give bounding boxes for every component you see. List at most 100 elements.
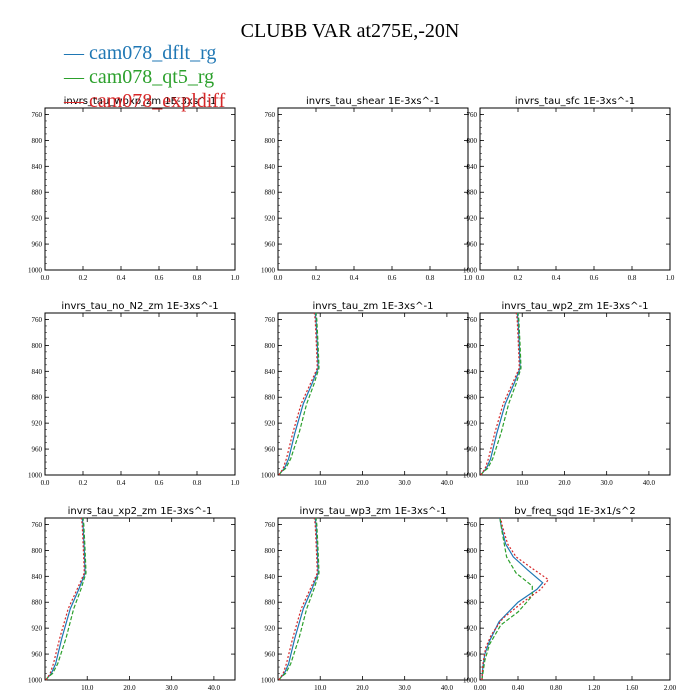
plot-title: invrs_tau_shear 1E-3xs^-1 xyxy=(306,96,440,107)
plot-invrs-tau-shear: invrs_tau_shear 1E-3xs^-1 760 800 840 880 920… xyxy=(261,96,473,282)
x-tick-label: 0.6 xyxy=(590,274,599,282)
y-tick-label: 840 xyxy=(265,368,276,376)
y-tick-label: 840 xyxy=(467,573,478,581)
series-line-cam078-expldiff xyxy=(481,517,550,681)
legend-entry: — cam078_qt5_rg xyxy=(64,66,214,89)
y-tick-label: 760 xyxy=(467,521,478,529)
x-tick-label: 20.0 xyxy=(123,684,136,692)
legend-entry: — cam078_expldiff xyxy=(64,90,225,113)
y-tick-label: 1000 xyxy=(28,677,43,685)
x-tick-label: 2.00 xyxy=(664,684,677,692)
x-tick-label: 1.0 xyxy=(231,274,240,282)
y-tick-label: 840 xyxy=(32,163,43,171)
x-tick-label: 10.0 xyxy=(81,684,94,692)
y-tick-label: 800 xyxy=(265,342,276,350)
y-tick-label: 880 xyxy=(265,189,276,197)
y-tick-label: 880 xyxy=(32,394,43,402)
y-tick-label: 800 xyxy=(32,547,43,555)
plot-frame xyxy=(479,517,671,681)
y-tick-label: 760 xyxy=(32,316,43,324)
x-tick-label: 20.0 xyxy=(356,684,369,692)
series-line-cam078-qt5-rg xyxy=(480,312,522,476)
y-tick-label: 960 xyxy=(32,446,43,454)
y-tick-label: 920 xyxy=(32,215,43,223)
x-tick-label: 0.0 xyxy=(41,479,50,487)
x-tick-label: 0.4 xyxy=(552,274,561,282)
y-tick-label: 920 xyxy=(265,215,276,223)
y-tick-label: 840 xyxy=(265,573,276,581)
x-tick-label: 30.0 xyxy=(399,479,412,487)
legend-label: cam078_dflt_rg xyxy=(89,42,217,64)
x-tick-label: 10.0 xyxy=(314,479,327,487)
plot-title: invrs_tau_wpxp_zm 1E-3xs^-1 xyxy=(64,96,217,107)
x-tick-label: 1.0 xyxy=(231,479,240,487)
y-tick-label: 1000 xyxy=(463,267,478,275)
series-line-cam078-dflt-rg xyxy=(481,517,544,681)
y-tick-label: 880 xyxy=(32,189,43,197)
plot-frame xyxy=(479,107,671,271)
plot-title: invrs_tau_zm 1E-3xs^-1 xyxy=(312,301,433,312)
x-tick-label: 1.0 xyxy=(464,274,473,282)
plot-invrs-tau-no-N2-zm: invrs_tau_no_N2_zm 1E-3xs^-1 760 800 840 880… xyxy=(28,301,240,487)
x-tick-label: 0.6 xyxy=(388,274,397,282)
plot-invrs-tau-xp2-zm: invrs_tau_xp2_zm 1E-3xs^-1 760 800 840 880 92… xyxy=(28,506,236,692)
y-tick-label: 960 xyxy=(467,241,478,249)
x-tick-label: 30.0 xyxy=(166,684,179,692)
y-tick-label: 800 xyxy=(265,137,276,145)
x-tick-label: 0.6 xyxy=(155,274,164,282)
series-line-cam078-qt5-rg xyxy=(278,517,320,681)
y-tick-label: 760 xyxy=(467,316,478,324)
y-tick-label: 880 xyxy=(467,394,478,402)
x-tick-label: 0.0 xyxy=(41,274,50,282)
series-line-cam078-dflt-rg xyxy=(480,312,521,476)
plot-frame xyxy=(277,107,469,271)
x-tick-label: 0.4 xyxy=(117,479,126,487)
series-line-cam078-expldiff xyxy=(45,517,85,681)
y-tick-label: 880 xyxy=(467,189,478,197)
plot-title: invrs_tau_sfc 1E-3xs^-1 xyxy=(515,96,635,107)
y-tick-label: 840 xyxy=(467,163,478,171)
y-tick-label: 1000 xyxy=(28,472,43,480)
plot-invrs-tau-zm: invrs_tau_zm 1E-3xs^-1 760 800 840 880 920 960… xyxy=(261,301,469,487)
series-line-cam078-expldiff xyxy=(480,312,520,476)
y-tick-label: 960 xyxy=(467,446,478,454)
x-tick-label: 0.6 xyxy=(155,479,164,487)
y-tick-label: 960 xyxy=(32,651,43,659)
plot-title: invrs_tau_wp2_zm 1E-3xs^-1 xyxy=(502,301,649,312)
x-tick-label: 0.8 xyxy=(193,479,202,487)
series-line-cam078-dflt-rg xyxy=(278,517,319,681)
y-tick-label: 760 xyxy=(32,521,43,529)
x-tick-label: 1.20 xyxy=(588,684,601,692)
x-tick-label: 20.0 xyxy=(356,479,369,487)
x-tick-label: 0.8 xyxy=(628,274,637,282)
y-tick-label: 840 xyxy=(32,368,43,376)
y-tick-label: 1000 xyxy=(261,472,276,480)
legend-swatch: — xyxy=(64,90,89,112)
y-tick-label: 960 xyxy=(265,241,276,249)
y-tick-label: 920 xyxy=(467,420,478,428)
x-tick-label: 20.0 xyxy=(558,479,571,487)
plot-title: invrs_tau_xp2_zm 1E-3xs^-1 xyxy=(68,506,213,517)
legend-swatch: — xyxy=(64,66,89,88)
y-tick-label: 920 xyxy=(32,625,43,633)
plot-title: invrs_tau_wp3_zm 1E-3xs^-1 xyxy=(300,506,447,517)
x-tick-label: 0.8 xyxy=(193,274,202,282)
x-tick-label: 10.0 xyxy=(314,684,327,692)
series-line-cam078-qt5-rg xyxy=(45,517,87,681)
page-title: CLUBB VAR at275E,-20N xyxy=(240,20,460,42)
series-line-cam078-dflt-rg xyxy=(45,517,86,681)
legend-label: cam078_expldiff xyxy=(89,90,226,112)
x-tick-label: 40.0 xyxy=(643,479,656,487)
x-tick-label: 30.0 xyxy=(399,684,412,692)
series-line-cam078-dflt-rg xyxy=(278,312,319,476)
y-tick-label: 800 xyxy=(32,342,43,350)
y-tick-label: 960 xyxy=(467,651,478,659)
y-tick-label: 880 xyxy=(265,394,276,402)
y-tick-label: 1000 xyxy=(261,677,276,685)
legend-entry: — cam078_dflt_rg xyxy=(64,42,216,65)
y-tick-label: 800 xyxy=(32,137,43,145)
y-tick-label: 920 xyxy=(265,625,276,633)
y-tick-label: 880 xyxy=(265,599,276,607)
y-tick-label: 960 xyxy=(265,446,276,454)
